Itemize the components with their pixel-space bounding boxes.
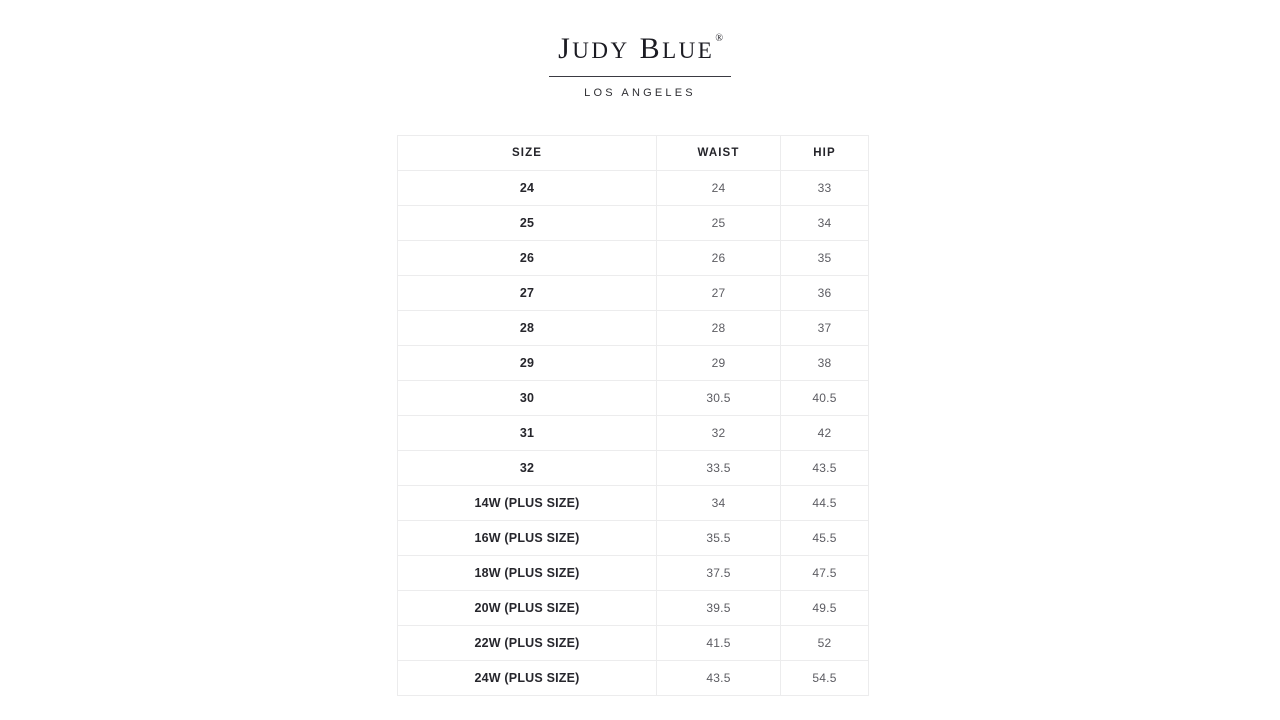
brand-city-label: LOS ANGELES — [584, 87, 696, 99]
column-header-hip: HIP — [780, 135, 869, 171]
cell-size: 32 — [397, 450, 657, 486]
cell-waist: 29 — [656, 345, 781, 381]
cell-size: 16W (PLUS SIZE) — [397, 520, 657, 556]
table-row: 25 25 34 — [397, 205, 869, 241]
cell-size: 20W (PLUS SIZE) — [397, 590, 657, 626]
table-row: 22W (PLUS SIZE) 41.5 52 — [397, 625, 869, 661]
registered-trademark-icon: ® — [715, 33, 723, 44]
cell-hip: 52 — [780, 625, 869, 661]
cell-size: 25 — [397, 205, 657, 241]
cell-hip: 49.5 — [780, 590, 869, 626]
cell-waist: 34 — [656, 485, 781, 521]
cell-waist: 24 — [656, 170, 781, 206]
cell-hip: 54.5 — [780, 660, 869, 696]
cell-size: 24 — [397, 170, 657, 206]
cell-waist: 25 — [656, 205, 781, 241]
cell-size: 27 — [397, 275, 657, 311]
cell-size: 30 — [397, 380, 657, 416]
brand-divider-rule — [549, 76, 731, 77]
cell-waist: 33.5 — [656, 450, 781, 486]
table-row: 24 24 33 — [397, 170, 869, 206]
brand-wordmark-j: J — [558, 32, 573, 65]
table-row: 27 27 36 — [397, 275, 869, 311]
table-row: 26 26 35 — [397, 240, 869, 276]
size-chart-table: SIZE WAIST HIP 24 24 33 25 25 34 26 26 35 27 27 36 2… — [397, 135, 869, 696]
brand-wordmark: JUDY BLUE® — [558, 28, 723, 68]
cell-size: 29 — [397, 345, 657, 381]
cell-hip: 36 — [780, 275, 869, 311]
cell-hip: 44.5 — [780, 485, 869, 521]
column-header-size: SIZE — [397, 135, 657, 171]
cell-hip: 33 — [780, 170, 869, 206]
table-row: 16W (PLUS SIZE) 35.5 45.5 — [397, 520, 869, 556]
table-row: 18W (PLUS SIZE) 37.5 47.5 — [397, 555, 869, 591]
cell-waist: 41.5 — [656, 625, 781, 661]
cell-hip: 40.5 — [780, 380, 869, 416]
cell-hip: 43.5 — [780, 450, 869, 486]
cell-waist: 27 — [656, 275, 781, 311]
cell-size: 14W (PLUS SIZE) — [397, 485, 657, 521]
cell-waist: 32 — [656, 415, 781, 451]
cell-hip: 47.5 — [780, 555, 869, 591]
table-row: 24W (PLUS SIZE) 43.5 54.5 — [397, 660, 869, 696]
cell-hip: 42 — [780, 415, 869, 451]
cell-waist: 28 — [656, 310, 781, 346]
cell-size: 18W (PLUS SIZE) — [397, 555, 657, 591]
brand-wordmark-udy: UDY — [572, 38, 630, 63]
cell-hip: 37 — [780, 310, 869, 346]
size-chart-header: SIZE WAIST HIP — [397, 135, 869, 171]
table-row: 28 28 37 — [397, 310, 869, 346]
cell-waist: 35.5 — [656, 520, 781, 556]
cell-size: 28 — [397, 310, 657, 346]
cell-waist: 43.5 — [656, 660, 781, 696]
size-chart-container: SIZE WAIST HIP 24 24 33 25 25 34 26 26 35 27 27 36 2… — [397, 135, 869, 696]
cell-waist: 39.5 — [656, 590, 781, 626]
brand-header: JUDY BLUE® LOS ANGELES — [0, 28, 1280, 99]
column-header-waist: WAIST — [656, 135, 781, 171]
cell-hip: 35 — [780, 240, 869, 276]
cell-size: 31 — [397, 415, 657, 451]
table-row: 32 33.5 43.5 — [397, 450, 869, 486]
cell-hip: 34 — [780, 205, 869, 241]
cell-waist: 26 — [656, 240, 781, 276]
cell-size: 26 — [397, 240, 657, 276]
table-row: 14W (PLUS SIZE) 34 44.5 — [397, 485, 869, 521]
table-row: 29 29 38 — [397, 345, 869, 381]
table-header-row: SIZE WAIST HIP — [397, 135, 869, 171]
size-chart-body: 24 24 33 25 25 34 26 26 35 27 27 36 28 28 37 29 29 38 30 30… — [397, 170, 869, 696]
cell-hip: 38 — [780, 345, 869, 381]
cell-waist: 30.5 — [656, 380, 781, 416]
table-row: 31 32 42 — [397, 415, 869, 451]
cell-size: 24W (PLUS SIZE) — [397, 660, 657, 696]
brand-wordmark-lue: LUE — [662, 38, 715, 63]
table-row: 30 30.5 40.5 — [397, 380, 869, 416]
table-row: 20W (PLUS SIZE) 39.5 49.5 — [397, 590, 869, 626]
cell-size: 22W (PLUS SIZE) — [397, 625, 657, 661]
cell-waist: 37.5 — [656, 555, 781, 591]
cell-hip: 45.5 — [780, 520, 869, 556]
brand-wordmark-b: B — [639, 32, 663, 65]
